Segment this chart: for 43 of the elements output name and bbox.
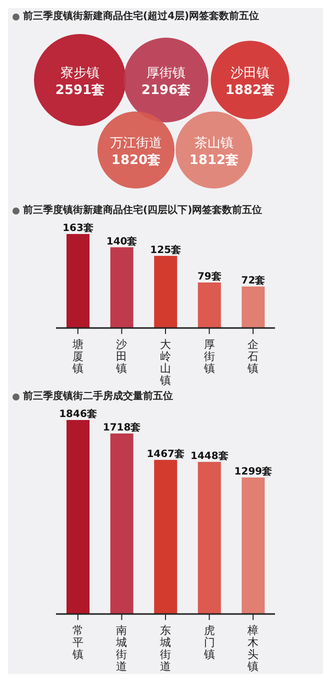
x-tick-label: 虎门镇	[202, 624, 215, 661]
x-tick-label: 南城街道	[115, 624, 128, 673]
x-tick-label: 塘厦镇	[71, 338, 84, 375]
category-label: 茶山镇	[194, 136, 234, 151]
bar	[198, 282, 221, 328]
data-label: 72套	[241, 274, 266, 286]
data-label: 79套	[197, 270, 222, 282]
x-tick-label: 沙田镇	[115, 338, 128, 375]
bar	[110, 247, 134, 328]
category-label: 沙田镇	[230, 66, 270, 81]
x-tick-label: 东城街道	[159, 624, 171, 673]
data-label: 1882套	[225, 83, 275, 98]
category-label: 万江街道	[110, 136, 162, 151]
bar	[154, 256, 178, 328]
bar	[198, 462, 221, 614]
data-label: 163套	[62, 222, 94, 234]
data-label: 140套	[106, 235, 138, 248]
bar	[66, 234, 90, 328]
x-tick-label: 厚街镇	[202, 338, 215, 375]
bar	[242, 477, 265, 614]
data-label: 1812套	[189, 153, 239, 168]
x-tick-label: 企石镇	[246, 338, 259, 375]
text: 前三季度镇街新建商品住宅(超过4层)网签套数前五位	[23, 10, 260, 24]
chart-title: 前三季度镇街新建商品住宅(四层以下)网签套数前五位	[23, 204, 262, 218]
bar	[154, 460, 178, 614]
x-tick-label: 常平镇	[71, 624, 84, 661]
data-label: 2196套	[141, 83, 191, 98]
data-label: 1299套	[234, 465, 272, 478]
x-tick-label: 樟木头镇	[246, 624, 259, 673]
chart-title: 前三季度镇街二手房成交量前五位	[23, 390, 173, 404]
data-label: 1467套	[146, 448, 185, 460]
data-label: 1718套	[102, 421, 141, 434]
x-tick-label: 大岭山镇	[159, 338, 171, 387]
data-label: 1820套	[111, 153, 161, 168]
category-label: 寮步镇	[60, 66, 100, 81]
category-label: 厚街镇	[146, 66, 186, 81]
data-label: 1846套	[59, 408, 97, 420]
data-label: 125套	[150, 244, 182, 256]
bar	[242, 286, 265, 328]
data-label: 2591套	[55, 83, 105, 98]
bar	[66, 420, 90, 614]
bar	[110, 433, 134, 614]
data-label: 1448套	[190, 450, 228, 462]
